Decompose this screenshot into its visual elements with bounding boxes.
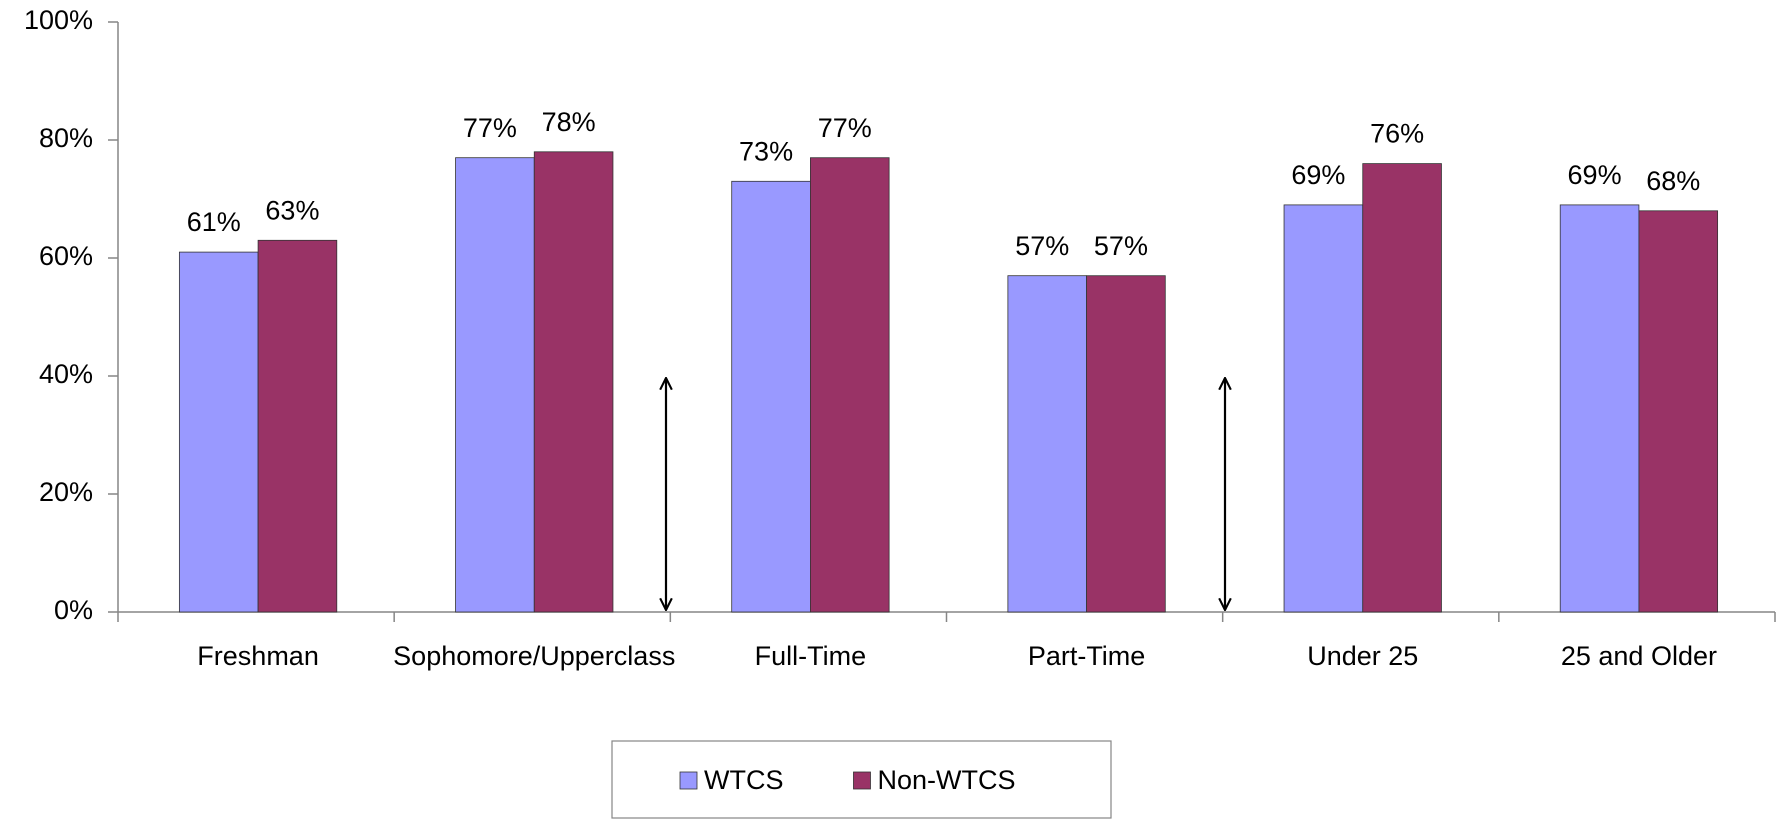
bar (810, 157, 890, 613)
x-tick-label: Full-Time (755, 641, 867, 671)
bar (1086, 275, 1166, 613)
bar (731, 180, 811, 613)
bar (1559, 204, 1640, 613)
data-label: 78% (542, 107, 596, 137)
data-label: 68% (1646, 166, 1700, 196)
data-label: 63% (265, 195, 319, 225)
legend-swatch (679, 771, 698, 790)
data-label: 73% (739, 136, 793, 166)
legend-label: WTCS (704, 765, 783, 795)
data-label: 57% (1015, 231, 1069, 261)
x-tick-label: Sophomore/Upperclass (393, 641, 675, 671)
y-tick-label: 20% (39, 477, 93, 507)
y-tick-label: 40% (39, 359, 93, 389)
data-label: 61% (187, 207, 241, 237)
x-tick-label: Part-Time (1028, 641, 1146, 671)
y-tick-label: 60% (39, 241, 93, 271)
bar (455, 157, 535, 613)
bar (1007, 275, 1087, 613)
x-tick-label: Under 25 (1307, 641, 1418, 671)
legend-swatch (853, 771, 871, 790)
data-label: 69% (1568, 160, 1622, 190)
x-tick-label: 25 and Older (1561, 641, 1717, 671)
bar (1362, 163, 1442, 613)
legend-label: Non-WTCS (877, 765, 1015, 795)
bar (1638, 210, 1719, 613)
y-tick-label: 0% (54, 595, 93, 625)
data-label: 76% (1370, 119, 1424, 149)
bar (257, 239, 338, 613)
data-label: 77% (463, 113, 517, 143)
y-tick-label: 80% (39, 123, 93, 153)
data-label: 69% (1291, 160, 1345, 190)
bar (533, 151, 614, 613)
data-label: 77% (818, 113, 872, 143)
bar (178, 251, 259, 613)
bar (1283, 204, 1364, 613)
data-label: 57% (1094, 231, 1148, 261)
y-tick-label: 100% (24, 5, 93, 35)
x-tick-label: Freshman (197, 641, 319, 671)
